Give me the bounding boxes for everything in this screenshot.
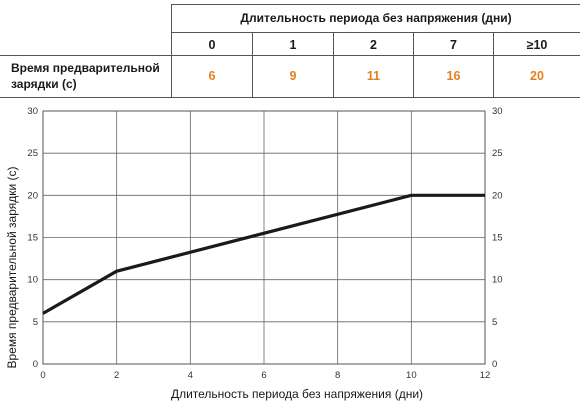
y-tick-label-left-0: 0 (33, 359, 38, 370)
x-tick-label-5: 10 (406, 370, 417, 381)
x-tick-label-3: 6 (261, 370, 266, 381)
table-row-label-line1: Время предварительной (11, 61, 160, 75)
y-tick-label-left-2: 10 (27, 275, 38, 286)
precharge-table: Длительность периода без напряжения (дни… (0, 0, 580, 100)
table-value-3: 16 (446, 69, 461, 83)
table-col-3: 7 (450, 38, 457, 52)
series-line (42, 193, 485, 315)
x-tick-label-4: 8 (335, 370, 340, 381)
table-divider-3 (413, 32, 414, 98)
y-tick-label-right-3: 15 (492, 233, 503, 244)
y-tick-label-left-4: 20 (27, 190, 38, 201)
y-tick-label-right-2: 10 (492, 275, 503, 286)
y-tick-label-left-3: 15 (27, 233, 38, 244)
table-value-2: 11 (366, 69, 381, 83)
table-value-1: 9 (289, 69, 297, 83)
table-value-0: 6 (208, 69, 216, 83)
y-tick-label-left-1: 5 (33, 317, 38, 328)
table-border-top (171, 4, 580, 5)
table-value-4: 20 (530, 69, 544, 83)
y-tick-label-right-0: 0 (492, 359, 497, 370)
plot-frame (42, 110, 486, 365)
x-axis-label: Длительность периода без напряжения (дни… (171, 387, 423, 401)
table-divider-1 (252, 32, 253, 98)
x-tick-label-2: 4 (188, 370, 193, 381)
table-col-2: 2 (370, 38, 377, 52)
y-axis-label: Время предварительной зарядки (с) (5, 166, 19, 368)
table-border-header (171, 32, 580, 33)
table-col-1: 1 (289, 38, 297, 52)
table-col-4: ≥10 (526, 38, 548, 52)
y-tick-label-right-4: 20 (492, 190, 503, 201)
table-divider-2 (333, 32, 334, 98)
y-tick-label-left-6: 30 (27, 106, 38, 117)
x-tick-label-0: 0 (40, 370, 45, 381)
table-border-left (171, 4, 172, 98)
y-tick-label-right-1: 5 (492, 317, 497, 328)
x-tick-label-1: 2 (114, 370, 119, 381)
y-tick-label-right-6: 30 (492, 106, 503, 117)
y-tick-label-right-5: 25 (492, 148, 503, 159)
table-border-columns (0, 55, 580, 56)
x-tick-label-6: 12 (480, 370, 491, 381)
table-divider-4 (493, 32, 494, 98)
table-row-label-line2: зарядки (с) (11, 77, 77, 91)
table-col-0: 0 (208, 38, 216, 52)
table-header: Длительность периода без напряжения (дни… (240, 11, 512, 25)
grid (43, 111, 485, 364)
y-tick-label-left-5: 25 (27, 148, 38, 159)
table-border-bottom (0, 97, 580, 98)
